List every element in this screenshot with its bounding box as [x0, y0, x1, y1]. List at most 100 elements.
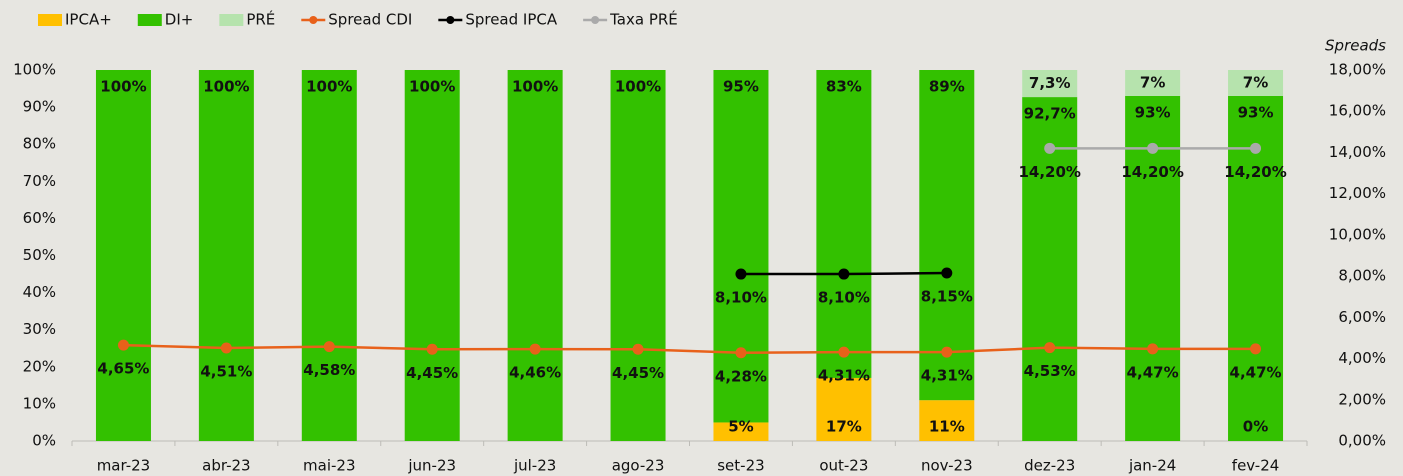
line-point: [1147, 343, 1159, 355]
data-label: 4,53%: [1024, 362, 1076, 380]
data-label: 7%: [1140, 73, 1165, 91]
data-label: 100%: [100, 78, 146, 96]
y2-tick-label: 8,00%: [1338, 267, 1386, 285]
y2-tick-label: 16,00%: [1329, 102, 1386, 120]
data-label: 8,10%: [715, 289, 767, 307]
legend-swatch: [137, 14, 162, 26]
data-label: 93%: [1238, 103, 1274, 121]
y2-tick-label: 2,00%: [1338, 390, 1386, 408]
legend-dot: [446, 16, 455, 24]
data-label: 4,65%: [97, 360, 149, 378]
line-point: [426, 343, 438, 355]
line-point: [941, 346, 953, 358]
legend-swatch: [219, 14, 244, 26]
line-point: [632, 343, 644, 355]
data-label: 4,28%: [715, 367, 767, 385]
bar-segment: [95, 70, 151, 441]
data-label: 100%: [409, 78, 455, 96]
line-point: [323, 341, 335, 353]
y-tick-label: 0%: [32, 432, 56, 450]
line-point: [1147, 142, 1159, 154]
bar-segment: [713, 70, 769, 423]
data-label: 8,10%: [818, 289, 870, 307]
bar-segment: [1228, 70, 1284, 96]
data-label: 4,47%: [1230, 363, 1282, 381]
y-tick-label: 20%: [23, 357, 56, 375]
data-label: 83%: [826, 78, 862, 96]
line-point: [735, 347, 747, 359]
y-tick-label: 50%: [23, 246, 56, 264]
x-tick-label: ago-23: [612, 457, 665, 475]
legend-label: Spread IPCA: [465, 11, 558, 29]
y-tick-label: 30%: [23, 320, 56, 338]
data-label: 4,31%: [818, 367, 870, 385]
data-label: 4,45%: [612, 364, 664, 382]
x-tick-label: nov-23: [921, 457, 973, 475]
line-point: [220, 342, 232, 354]
bar-segment: [919, 400, 975, 441]
legend-label: PRÉ: [246, 10, 275, 29]
line-point: [1250, 343, 1262, 355]
legend-label: IPCA+: [65, 11, 112, 29]
bar-segment: [713, 422, 769, 441]
y2-tick-label: 14,00%: [1329, 143, 1386, 161]
x-tick-label: jan-24: [1128, 457, 1176, 475]
y2-axis-title: Spreads: [1325, 37, 1386, 55]
data-label: 4,31%: [921, 367, 973, 385]
line-point: [529, 343, 541, 355]
bar-segment: [404, 70, 460, 441]
x-tick-label: abr-23: [202, 457, 250, 475]
x-tick-label: set-23: [717, 457, 764, 475]
bar-segment: [1022, 70, 1078, 98]
x-tick-label: dez-23: [1024, 457, 1075, 475]
data-label: 4,46%: [509, 364, 561, 382]
y2-tick-label: 18,00%: [1329, 61, 1386, 79]
data-label: 100%: [203, 78, 249, 96]
bar-segment: [1022, 97, 1078, 441]
line-point: [1044, 142, 1056, 154]
bar-segment: [919, 70, 975, 401]
data-label: 17%: [826, 418, 862, 436]
data-label: 5%: [728, 418, 753, 436]
data-label: 100%: [512, 78, 558, 96]
line-point: [838, 268, 850, 280]
line: [123, 343, 1256, 355]
data-label: 7%: [1243, 73, 1268, 91]
y2-tick-label: 12,00%: [1329, 184, 1386, 202]
line-point: [1250, 142, 1262, 154]
legend-label: Spread CDI: [328, 11, 412, 29]
data-label: 93%: [1135, 103, 1171, 121]
data-label: 4,58%: [303, 361, 355, 379]
bar-segment: [816, 70, 872, 378]
data-label: 0%: [1243, 418, 1268, 436]
x-tick-label: mai-23: [303, 457, 355, 475]
bar-segment: [198, 70, 254, 441]
line-point: [1044, 342, 1056, 354]
data-label: 92,7%: [1024, 105, 1076, 123]
legend-label: Taxa PRÉ: [609, 10, 678, 29]
line-point: [117, 339, 129, 351]
legend-swatch: [38, 14, 62, 26]
x-tick-label: jul-23: [513, 457, 556, 475]
data-label: 7,3%: [1029, 74, 1071, 92]
y-tick-label: 80%: [23, 135, 56, 153]
data-label: 8,15%: [921, 288, 973, 306]
x-tick-label: jun-23: [407, 457, 456, 475]
x-tick-label: fev-24: [1232, 457, 1279, 475]
y2-tick-label: 6,00%: [1338, 308, 1386, 326]
x-tick-label: out-23: [819, 457, 868, 475]
data-label: 14,20%: [1121, 163, 1183, 181]
data-label: 14,20%: [1224, 163, 1286, 181]
legend-dot: [591, 16, 600, 24]
data-label: 14,20%: [1018, 163, 1080, 181]
bar-segment: [1125, 70, 1181, 96]
data-label: 4,51%: [200, 363, 252, 381]
line-point: [735, 268, 747, 280]
data-label: 11%: [929, 418, 965, 436]
y2-tick-label: 4,00%: [1338, 349, 1386, 367]
y-tick-label: 60%: [23, 209, 56, 227]
y-tick-label: 100%: [13, 61, 56, 79]
bar-segment: [610, 70, 666, 441]
y-tick-label: 70%: [23, 172, 56, 190]
